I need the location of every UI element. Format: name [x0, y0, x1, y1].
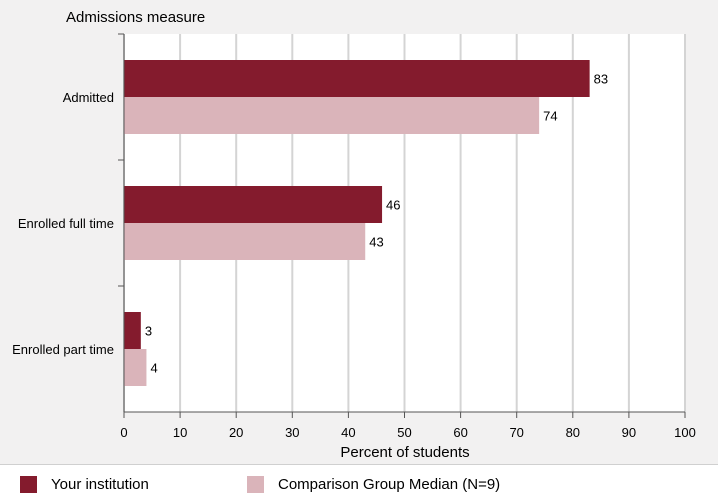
- bar-your-institution-enrolled-part-time: [124, 312, 141, 349]
- x-tick-label-30: 30: [285, 425, 299, 440]
- data-label-your-institution-enrolled-part-time: 3: [145, 324, 152, 339]
- bar-comparison-enrolled-full-time: [124, 223, 366, 260]
- data-label-comparison-enrolled-part-time: 4: [150, 361, 157, 376]
- bars: 83 74 46 43 3 4: [124, 60, 608, 386]
- data-label-comparison-admitted: 74: [543, 109, 557, 124]
- x-tick-label-50: 50: [397, 425, 411, 440]
- axes: 0 10 20 30 40 50 60 70 80 90 100 Admitted Enrolled f…: [12, 33, 696, 440]
- legend-label-your-institution: Your institution: [51, 475, 149, 493]
- legend-item-comparison: Comparison Group Median (N=9): [247, 474, 500, 494]
- category-label-admitted: Admitted: [63, 90, 114, 105]
- x-tick-label-10: 10: [173, 425, 187, 440]
- y-axis-title: Admissions measure: [66, 9, 205, 26]
- legend-label-comparison: Comparison Group Median (N=9): [278, 475, 501, 493]
- category-label-enrolled-part-time: Enrolled part time: [12, 342, 114, 357]
- x-tick-label-100: 100: [674, 425, 696, 440]
- bar-comparison-enrolled-part-time: [124, 349, 147, 386]
- x-axis-title: Percent of students: [340, 444, 469, 461]
- x-tick-label-60: 60: [453, 425, 467, 440]
- x-tick-label-20: 20: [229, 425, 243, 440]
- legend-swatch-comparison: [247, 475, 264, 493]
- data-label-your-institution-enrolled-full-time: 46: [386, 198, 400, 213]
- bar-your-institution-admitted: [124, 60, 590, 97]
- legend-swatch-your-institution: [20, 475, 37, 493]
- category-label-enrolled-full-time: Enrolled full time: [18, 216, 114, 231]
- data-label-comparison-enrolled-full-time: 43: [369, 235, 383, 250]
- x-tick-label-90: 90: [622, 425, 636, 440]
- x-tick-label-70: 70: [509, 425, 523, 440]
- x-tick-label-40: 40: [341, 425, 355, 440]
- x-tick-label-80: 80: [566, 425, 580, 440]
- legend-item-your-institution: Your institution: [20, 474, 149, 494]
- data-label-your-institution-admitted: 83: [594, 72, 608, 87]
- x-tick-label-0: 0: [120, 425, 127, 440]
- bar-chart: Admissions measure 83 74 46 43 3 4 0 10 20 30 40 5…: [12, 9, 696, 461]
- bar-your-institution-enrolled-full-time: [124, 186, 383, 223]
- bar-comparison-admitted: [124, 97, 540, 134]
- legend: Your institution Comparison Group Median…: [0, 464, 718, 501]
